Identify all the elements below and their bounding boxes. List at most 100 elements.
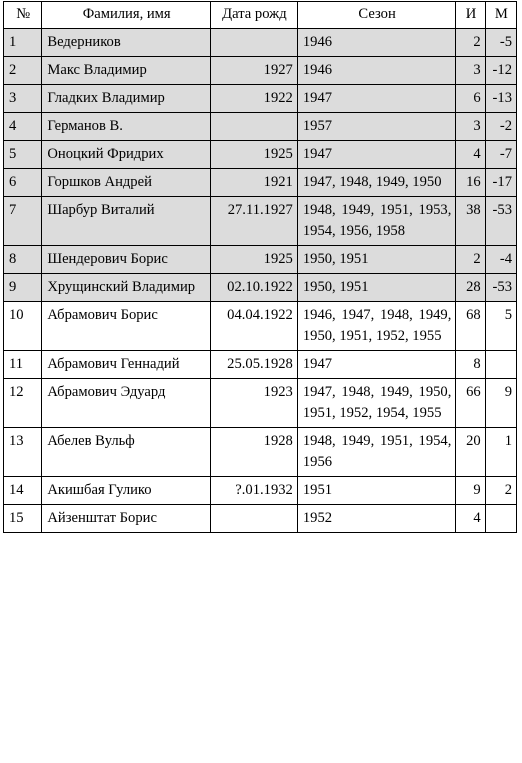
cell-goals: 1 [484, 427, 518, 477]
cell-goals: -17 [484, 168, 518, 197]
cell-name: Хрущинский Владимир [41, 273, 211, 302]
cell-number: 7 [2, 196, 43, 246]
table-row: 14 Акишбая Гулико ?.01.1932 1951 9 2 [2, 476, 518, 505]
season-text: 1947, 1948, 1949, 1950 [302, 174, 442, 190]
cell-birth-date: 1923 [210, 378, 298, 428]
cell-goals: 2 [484, 476, 518, 505]
cell-season: 1952 [296, 504, 457, 533]
cell-season: 1946 [296, 56, 457, 85]
cell-number: 2 [2, 56, 43, 85]
cell-name: Абрамович Геннадий [41, 350, 211, 379]
cell-birth-date: 1921 [210, 168, 298, 197]
season-text: 1950, 1951 [302, 279, 369, 295]
table-row: 5 Оноцкий Фридрих 1925 1947 4 -7 [2, 140, 518, 169]
cell-season: 1951 [296, 476, 457, 505]
cell-name: Шарбур Виталий [41, 196, 211, 246]
table-row: 7 Шарбур Виталий 27.11.1927 1948, 1949, 195… [2, 196, 518, 246]
cell-name: Гладких Владимир [41, 84, 211, 113]
cell-birth-date: 1925 [210, 245, 298, 274]
header-name: Фамилия, имя [41, 1, 211, 29]
cell-games: 9 [455, 476, 486, 505]
cell-season: 1957 [296, 112, 457, 141]
cell-number: 10 [2, 301, 43, 351]
season-text: 1957 [302, 118, 333, 134]
header-games: И [455, 1, 486, 29]
table-row: 4 Германов В. 1957 3 -2 [2, 112, 518, 141]
cell-games: 68 [455, 301, 486, 351]
cell-games: 8 [455, 350, 486, 379]
cell-name: Айзенштат Борис [41, 504, 211, 533]
cell-name: Абрамович Эдуард [41, 378, 211, 428]
cell-name: Шендерович Борис [41, 245, 211, 274]
season-text: 1946 [302, 62, 333, 78]
table-row: 2 Макс Владимир 1927 1946 3 -12 [2, 56, 518, 85]
cell-goals [484, 350, 518, 379]
header-row: № Фамилия, имя Дата рожд Сезон И М [2, 1, 518, 29]
cell-name: Акишбая Гулико [41, 476, 211, 505]
cell-games: 38 [455, 196, 486, 246]
cell-number: 12 [2, 378, 43, 428]
cell-birth-date: 04.04.1922 [210, 301, 298, 351]
cell-number: 11 [2, 350, 43, 379]
cell-number: 3 [2, 84, 43, 113]
cell-goals: -13 [484, 84, 518, 113]
season-text: 1947 [302, 356, 333, 372]
table-row: 10 Абрамович Борис 04.04.1922 1946, 1947, 1… [2, 301, 518, 351]
cell-goals: -53 [484, 196, 518, 246]
cell-name: Оноцкий Фридрих [41, 140, 211, 169]
cell-season: 1947 [296, 140, 457, 169]
cell-number: 15 [2, 504, 43, 533]
player-table: № Фамилия, имя Дата рожд Сезон И М 1 Веде… [2, 1, 518, 533]
cell-season: 1948, 1949, 1951, 1954, 1956 [296, 427, 457, 477]
season-text: 1952 [302, 510, 333, 526]
table-row: 9 Хрущинский Владимир 02.10.1922 1950, 1951… [2, 273, 518, 302]
cell-name: Абрамович Борис [41, 301, 211, 351]
cell-season: 1950, 1951 [296, 273, 457, 302]
cell-number: 4 [2, 112, 43, 141]
cell-number: 1 [2, 28, 43, 57]
cell-goals: -5 [484, 28, 518, 57]
header-season: Сезон [296, 1, 457, 29]
season-text: 1947 [302, 146, 333, 162]
cell-goals: -12 [484, 56, 518, 85]
header-birth-date: Дата рожд [210, 1, 298, 29]
cell-goals: -4 [484, 245, 518, 274]
cell-season: 1947 [296, 84, 457, 113]
cell-games: 28 [455, 273, 486, 302]
cell-birth-date: 1927 [210, 56, 298, 85]
cell-season: 1948, 1949, 1951, 1953, 1954, 1956, 1958 [296, 196, 457, 246]
cell-goals [484, 504, 518, 533]
season-text: 1948, 1949, 1951, 1953, 1954, 1956, 1958 [302, 202, 452, 239]
cell-name: Макс Владимир [41, 56, 211, 85]
cell-season: 1947, 1948, 1949, 1950, 1951, 1952, 1954… [296, 378, 457, 428]
cell-birth-date: ?.01.1932 [210, 476, 298, 505]
cell-goals: -53 [484, 273, 518, 302]
season-text: 1951 [302, 482, 333, 498]
cell-number: 5 [2, 140, 43, 169]
cell-number: 14 [2, 476, 43, 505]
table-row: 15 Айзенштат Борис 1952 4 [2, 504, 518, 533]
cell-name: Ведерников [41, 28, 211, 57]
season-text: 1946 [302, 34, 333, 50]
table-row: 1 Ведерников 1946 2 -5 [2, 28, 518, 57]
cell-goals: -7 [484, 140, 518, 169]
cell-goals: -2 [484, 112, 518, 141]
cell-name: Германов В. [41, 112, 211, 141]
cell-games: 2 [455, 28, 486, 57]
season-text: 1946, 1947, 1948, 1949, 1950, 1951, 1952… [302, 307, 452, 344]
cell-goals: 5 [484, 301, 518, 351]
cell-games: 6 [455, 84, 486, 113]
cell-birth-date: 25.05.1928 [210, 350, 298, 379]
cell-games: 2 [455, 245, 486, 274]
cell-birth-date: 1922 [210, 84, 298, 113]
header-goals: М [484, 1, 518, 29]
cell-games: 66 [455, 378, 486, 428]
cell-games: 4 [455, 140, 486, 169]
table-row: 13 Абелев Вульф 1928 1948, 1949, 1951, 1954… [2, 427, 518, 477]
cell-goals: 9 [484, 378, 518, 428]
season-text: 1947, 1948, 1949, 1950, 1951, 1952, 1954… [302, 384, 452, 421]
cell-birth-date [210, 28, 298, 57]
cell-number: 8 [2, 245, 43, 274]
cell-number: 13 [2, 427, 43, 477]
cell-birth-date: 1928 [210, 427, 298, 477]
